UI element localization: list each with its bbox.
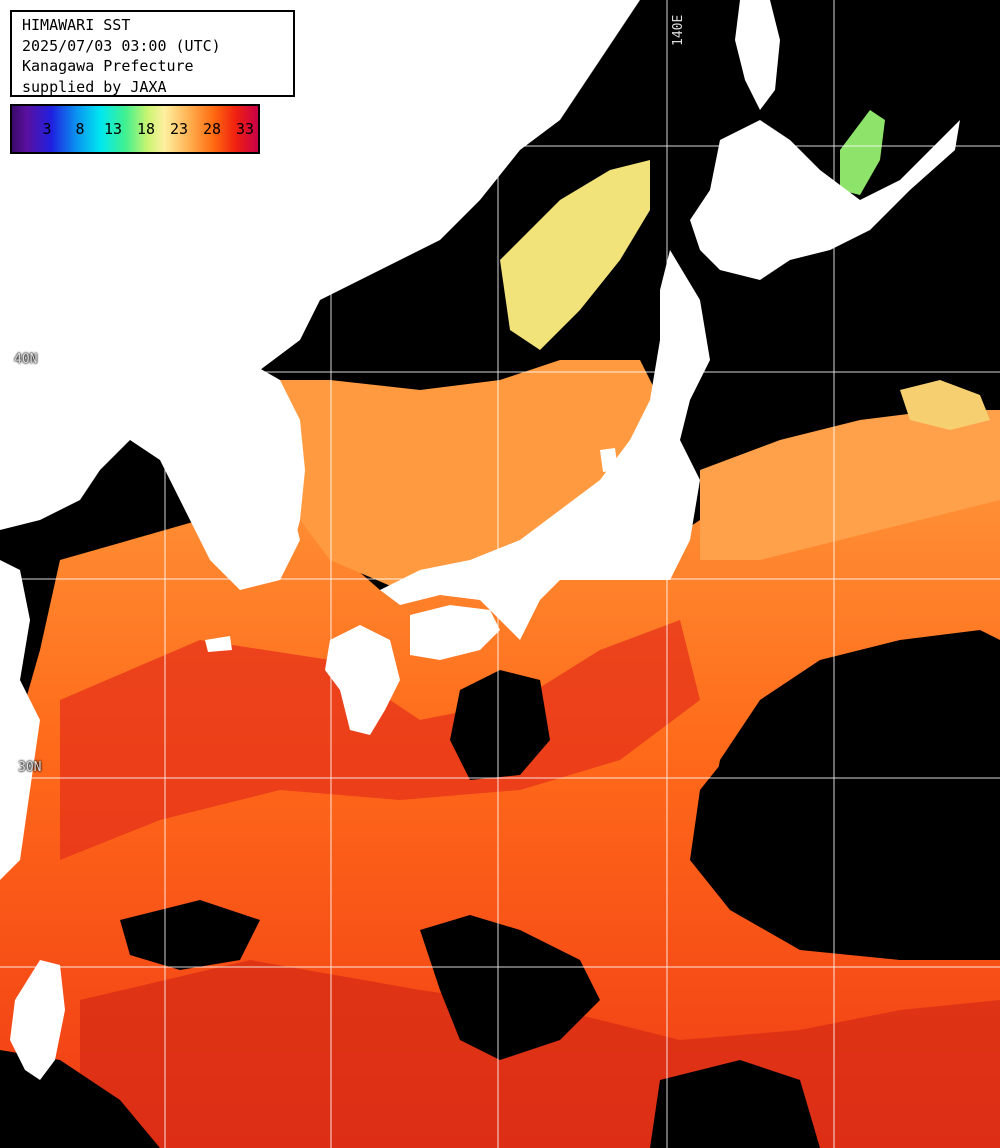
east-pacific-band — [700, 410, 1000, 560]
land-shikoku — [410, 605, 500, 660]
cloud-east-swirl — [705, 630, 1000, 960]
land-jeju — [205, 636, 232, 652]
land-china-coast — [0, 560, 40, 880]
map-info-box: HIMAWARI SST 2025/07/03 03:00 (UTC) Kana… — [10, 10, 295, 97]
land-kyushu — [325, 625, 400, 735]
colorbar-tick: 18 — [136, 120, 156, 138]
cloud-south-east — [650, 1060, 820, 1148]
sea-surface-kuroshio — [60, 620, 700, 860]
cloud-shikoku-south — [450, 670, 550, 780]
observation-datetime: 2025/07/03 03:00 (UTC) — [22, 36, 221, 55]
cloud-south-west — [120, 900, 260, 970]
sea-of-japan-warm — [260, 360, 660, 590]
longitude-label-140e: 140E — [671, 14, 686, 46]
land-sado — [600, 448, 618, 472]
colorbar-tick: 3 — [42, 120, 52, 138]
map-title: HIMAWARI SST — [22, 16, 131, 34]
latitude-label-40n: 40N — [14, 352, 38, 367]
data-credit: supplied by JAXA — [22, 77, 167, 96]
colorbar-tick: 33 — [235, 120, 255, 138]
colorbar-tick: 8 — [75, 120, 85, 138]
land-sakhalin — [735, 0, 780, 110]
cloud-south-central — [420, 915, 600, 1060]
region-name: Kanagawa Prefecture — [22, 57, 194, 75]
land-hokkaido — [690, 120, 960, 280]
land-honshu — [380, 250, 710, 640]
temperature-colorbar: 3 8 13 18 23 28 33 — [10, 104, 260, 154]
cool-band-hokkaido — [840, 110, 885, 195]
colorbar-tick: 28 — [202, 120, 222, 138]
land-korea — [215, 360, 305, 580]
latitude-label-30n: 30N — [18, 760, 42, 775]
land-taiwan — [10, 960, 65, 1080]
colorbar-tick: 23 — [169, 120, 189, 138]
colorbar-tick: 13 — [103, 120, 123, 138]
cool-band-north — [500, 160, 650, 350]
cool-band-east — [900, 380, 990, 430]
